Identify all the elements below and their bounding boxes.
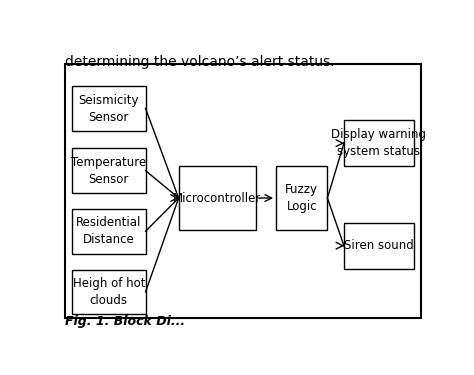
Bar (344, 120, 414, 166)
Text: Seismicity
Sensor: Seismicity Sensor (79, 93, 139, 123)
Bar (72, 86, 146, 131)
Text: Siren sound: Siren sound (344, 239, 414, 252)
Text: determining the volcano’s alert status.: determining the volcano’s alert status. (65, 55, 334, 69)
Text: Temperature
Sensor: Temperature Sensor (71, 156, 146, 186)
Bar (72, 209, 146, 254)
Text: Heigh of hot
clouds: Heigh of hot clouds (73, 277, 145, 307)
Text: Residential
Distance: Residential Distance (76, 216, 142, 246)
Bar (72, 270, 146, 314)
Text: Fuzzy
Logic: Fuzzy Logic (285, 183, 318, 213)
Bar (65, 64, 421, 318)
Bar (72, 148, 146, 193)
Bar (344, 223, 414, 269)
Text: Fig. 1. Block Di...: Fig. 1. Block Di... (65, 315, 185, 328)
Bar (276, 166, 328, 230)
Text: Microcontroller: Microcontroller (173, 192, 261, 204)
Bar (179, 166, 256, 230)
Text: Display warning
system status: Display warning system status (331, 128, 426, 158)
